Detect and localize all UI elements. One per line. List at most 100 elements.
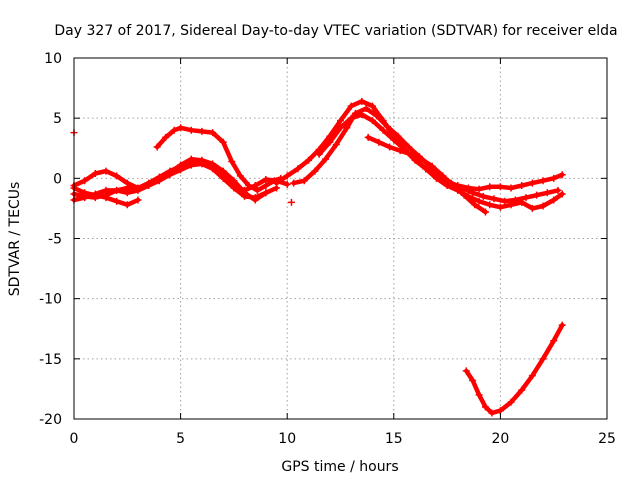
data-point-marker	[283, 172, 291, 180]
data-point-marker	[287, 198, 295, 206]
data-point-marker	[439, 172, 447, 180]
data-point-marker	[558, 171, 566, 179]
data-point-marker	[91, 170, 99, 178]
data-point-marker	[322, 155, 330, 163]
data-point-marker	[241, 192, 249, 200]
data-point-marker	[469, 376, 477, 384]
data-point-marker	[113, 186, 121, 194]
x-tick-labels: 0 5 10 15 20 25	[70, 431, 616, 447]
data-point-marker	[113, 172, 121, 180]
data-point-marker	[386, 143, 394, 151]
data-point-marker	[228, 157, 236, 165]
data-point-marker	[362, 105, 370, 113]
grid-lines	[74, 58, 607, 419]
data-point-marker	[507, 201, 515, 209]
chart-title: Day 327 of 2017, Sidereal Day-to-day VTE…	[54, 23, 617, 39]
data-series-track-9	[365, 135, 488, 215]
data-point-marker	[550, 174, 558, 182]
data-point-marker	[332, 141, 340, 149]
data-point-marker	[443, 182, 451, 190]
data-point-marker	[337, 117, 344, 125]
data-point-marker	[364, 133, 372, 141]
data-point-marker	[198, 127, 206, 135]
x-tick-label: 15	[385, 431, 403, 447]
data-point-marker	[496, 183, 504, 191]
data-point-marker	[373, 112, 381, 120]
y-tick-labels: 10 5 0 -5 -10 -15 -20	[39, 51, 62, 428]
data-point-marker	[539, 355, 547, 363]
data-point-marker	[177, 166, 185, 174]
data-point-marker	[501, 197, 509, 205]
data-point-marker	[337, 124, 344, 132]
x-tick-label: 0	[70, 431, 79, 447]
y-tick-label: 10	[44, 51, 62, 67]
data-point-marker	[347, 102, 355, 110]
data-point-marker	[428, 162, 436, 170]
data-point-marker	[315, 150, 323, 158]
data-point-marker	[496, 407, 504, 415]
data-point-marker	[134, 196, 142, 204]
data-point-marker	[460, 191, 468, 199]
axis-ticks	[73, 57, 608, 420]
data-point-marker	[230, 177, 238, 185]
data-point-marker	[102, 167, 110, 175]
data-point-marker	[198, 160, 206, 168]
x-tick-label: 20	[491, 431, 509, 447]
data-point-marker	[528, 372, 536, 380]
data-point-marker	[432, 174, 440, 182]
y-tick-label: -20	[39, 412, 62, 428]
data-point-marker	[283, 180, 291, 188]
y-tick-label: 0	[53, 171, 62, 187]
data-point-marker	[91, 191, 99, 199]
data-point-marker	[543, 189, 551, 197]
x-tick-label: 5	[176, 431, 185, 447]
data-point-marker	[518, 182, 526, 190]
data-point-marker	[405, 143, 413, 151]
data-point-marker	[305, 156, 313, 164]
data-point-marker	[187, 161, 195, 169]
data-point-marker	[383, 123, 391, 131]
data-point-marker	[153, 143, 161, 151]
data-point-marker	[486, 201, 494, 209]
y-axis-label: SDTVAR / TECUs	[7, 182, 23, 297]
data-point-marker	[368, 102, 376, 110]
data-point-marker	[507, 398, 515, 406]
data-point-marker	[166, 171, 174, 179]
data-point-marker	[522, 194, 530, 202]
data-point-marker	[375, 138, 383, 146]
data-point-marker	[469, 189, 477, 197]
data-point-marker	[449, 182, 457, 190]
data-point-marker	[262, 176, 270, 184]
y-tick-label: -15	[39, 352, 62, 368]
data-point-marker	[475, 185, 483, 193]
data-point-marker	[123, 189, 131, 197]
data-point-marker	[368, 117, 376, 125]
data-point-marker	[407, 150, 415, 158]
data-point-marker	[251, 194, 259, 202]
data-point-marker	[486, 183, 494, 191]
data-point-marker	[219, 167, 227, 175]
data-series-track-10	[464, 322, 565, 416]
data-point-marker	[209, 129, 217, 137]
data-point-marker	[102, 186, 110, 194]
data-point-marker	[290, 179, 298, 187]
data-point-marker	[347, 114, 355, 122]
data-point-marker	[558, 321, 566, 329]
data-point-marker	[326, 138, 334, 146]
data-point-marker	[236, 172, 244, 180]
x-tick-label: 10	[278, 431, 296, 447]
data-point-marker	[170, 126, 178, 134]
data-point-marker	[471, 201, 479, 209]
data-point-marker	[422, 165, 430, 173]
data-point-marker	[558, 190, 566, 198]
data-point-marker	[230, 184, 238, 192]
data-point-marker	[488, 409, 496, 417]
data-point-marker	[113, 197, 121, 205]
data-point-marker	[528, 179, 536, 187]
data-point-marker	[490, 195, 498, 203]
data-point-marker	[245, 182, 253, 190]
data-point-marker	[475, 197, 483, 205]
data-point-marker	[554, 186, 562, 194]
data-point-marker	[358, 97, 366, 105]
data-point-marker	[533, 191, 541, 199]
